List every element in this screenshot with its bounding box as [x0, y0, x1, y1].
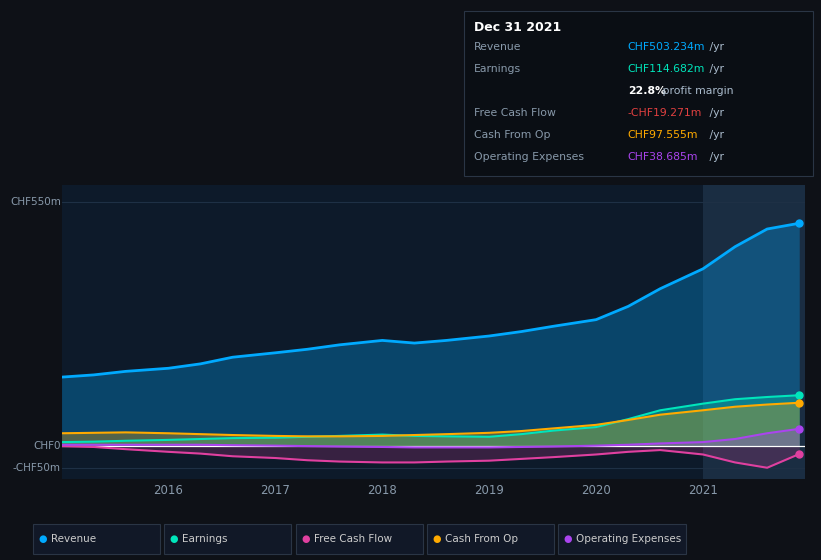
Text: /yr: /yr [706, 43, 724, 53]
Text: ●: ● [433, 534, 441, 544]
Text: Cash From Op: Cash From Op [474, 130, 550, 140]
Text: -CHF19.271m: -CHF19.271m [628, 108, 702, 118]
Text: CHF38.685m: CHF38.685m [628, 152, 699, 162]
Text: /yr: /yr [706, 130, 724, 140]
Text: /yr: /yr [706, 108, 724, 118]
Point [792, 219, 805, 228]
Text: Cash From Op: Cash From Op [445, 534, 518, 544]
Text: ●: ● [170, 534, 178, 544]
Text: ●: ● [39, 534, 47, 544]
Text: ●: ● [564, 534, 572, 544]
Text: Revenue: Revenue [51, 534, 96, 544]
Text: CHF97.555m: CHF97.555m [628, 130, 699, 140]
Text: CHF503.234m: CHF503.234m [628, 43, 705, 53]
Text: /yr: /yr [706, 64, 724, 74]
Point [792, 391, 805, 400]
Text: ●: ● [301, 534, 310, 544]
Text: Free Cash Flow: Free Cash Flow [314, 534, 392, 544]
Bar [703, 185, 805, 479]
Text: Revenue: Revenue [474, 43, 521, 53]
Text: 22.8%: 22.8% [628, 86, 666, 96]
Text: Dec 31 2021: Dec 31 2021 [474, 21, 561, 34]
Text: /yr: /yr [706, 152, 724, 162]
Text: Earnings: Earnings [182, 534, 227, 544]
Text: Operating Expenses: Operating Expenses [474, 152, 584, 162]
Text: CHF0: CHF0 [34, 441, 61, 451]
Point [792, 398, 805, 407]
Text: CHF550m: CHF550m [10, 198, 61, 208]
Text: Operating Expenses: Operating Expenses [576, 534, 681, 544]
Text: Free Cash Flow: Free Cash Flow [474, 108, 556, 118]
Text: profit margin: profit margin [659, 86, 733, 96]
Text: -CHF50m: -CHF50m [13, 463, 61, 473]
Text: Earnings: Earnings [474, 64, 521, 74]
Point [792, 424, 805, 433]
Text: CHF114.682m: CHF114.682m [628, 64, 705, 74]
Point [792, 450, 805, 459]
